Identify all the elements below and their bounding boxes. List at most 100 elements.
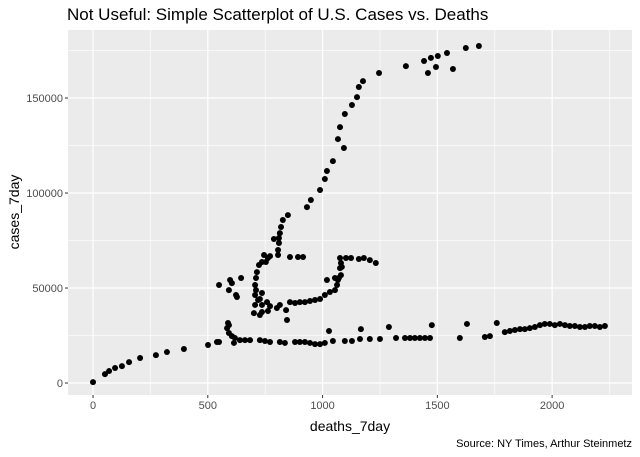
data-point xyxy=(301,299,308,306)
data-point xyxy=(443,49,450,56)
y-tick-label: 0 xyxy=(57,378,63,390)
data-point xyxy=(323,167,330,174)
data-point xyxy=(238,274,245,281)
data-point xyxy=(516,326,523,333)
data-point xyxy=(267,303,274,310)
data-point xyxy=(224,325,231,332)
data-point xyxy=(432,64,439,71)
data-point xyxy=(256,296,263,303)
data-point xyxy=(334,136,341,143)
data-point xyxy=(556,320,563,327)
data-point xyxy=(337,124,344,131)
plot-panel xyxy=(68,30,632,395)
data-point xyxy=(428,322,435,329)
data-point xyxy=(296,338,303,345)
data-point xyxy=(407,334,414,341)
data-point xyxy=(326,289,333,296)
data-point xyxy=(576,323,583,330)
data-point xyxy=(463,320,470,327)
data-point xyxy=(486,333,493,340)
data-point xyxy=(393,334,400,341)
data-point xyxy=(561,322,568,329)
data-point xyxy=(531,323,538,330)
data-point xyxy=(321,339,328,346)
y-tick-label: 50000 xyxy=(32,283,63,295)
data-point xyxy=(283,307,290,314)
data-point xyxy=(258,301,265,308)
data-point xyxy=(501,329,508,336)
data-point xyxy=(301,338,308,345)
data-point xyxy=(228,280,235,287)
data-point xyxy=(536,322,543,329)
data-point xyxy=(253,274,259,281)
data-point xyxy=(112,365,119,372)
caption: Source: NY Times, Arthur Steinmetz xyxy=(456,438,632,450)
y-tick-label: 100000 xyxy=(26,188,63,200)
x-tick-label: 1500 xyxy=(425,400,449,412)
data-point xyxy=(329,158,336,165)
data-point xyxy=(591,323,598,330)
data-point xyxy=(341,338,348,345)
data-point xyxy=(286,254,293,261)
data-point xyxy=(317,186,324,193)
data-point xyxy=(348,338,355,345)
data-point xyxy=(236,337,243,344)
data-point xyxy=(421,57,428,64)
data-points xyxy=(90,42,608,386)
data-point xyxy=(252,292,259,299)
data-point xyxy=(456,334,463,341)
x-tick-label: 500 xyxy=(199,400,217,412)
data-point xyxy=(475,42,482,49)
data-point xyxy=(306,339,313,346)
data-point xyxy=(106,368,113,375)
data-point xyxy=(306,297,313,304)
data-point xyxy=(258,308,265,315)
data-point xyxy=(253,269,260,276)
data-point xyxy=(261,338,268,345)
data-point xyxy=(541,320,548,327)
gridlines xyxy=(68,30,632,395)
data-point xyxy=(434,53,441,60)
data-point xyxy=(296,299,303,306)
data-point xyxy=(279,217,286,224)
data-point xyxy=(241,337,248,344)
data-point xyxy=(233,293,240,300)
data-point xyxy=(424,69,431,76)
data-point xyxy=(300,254,307,261)
data-point xyxy=(348,102,355,109)
data-point xyxy=(366,335,373,342)
data-point xyxy=(581,323,588,330)
data-point xyxy=(329,338,336,345)
data-point xyxy=(205,342,212,349)
data-point xyxy=(118,363,125,370)
data-point xyxy=(252,281,259,288)
data-point xyxy=(292,300,299,307)
data-point xyxy=(341,110,348,117)
data-point xyxy=(360,255,367,262)
data-point xyxy=(311,341,318,348)
data-point xyxy=(231,334,238,341)
data-point xyxy=(292,338,299,345)
data-point xyxy=(421,334,428,341)
data-point xyxy=(180,346,187,353)
data-point xyxy=(402,63,409,70)
data-point xyxy=(546,320,553,327)
data-point xyxy=(225,287,232,294)
data-point xyxy=(303,204,310,211)
data-point xyxy=(376,335,383,342)
data-point xyxy=(601,323,608,330)
data-point xyxy=(275,235,282,242)
y-axis-label: cases_7day xyxy=(6,175,22,250)
data-point xyxy=(284,212,291,219)
data-point xyxy=(286,299,293,306)
data-point xyxy=(342,255,349,262)
x-tick-label: 1000 xyxy=(310,400,334,412)
data-point xyxy=(253,287,259,294)
data-point xyxy=(551,322,558,329)
data-point xyxy=(101,371,108,378)
data-point xyxy=(276,230,283,237)
data-point xyxy=(526,325,533,332)
data-point xyxy=(566,323,573,330)
data-point xyxy=(449,65,456,72)
